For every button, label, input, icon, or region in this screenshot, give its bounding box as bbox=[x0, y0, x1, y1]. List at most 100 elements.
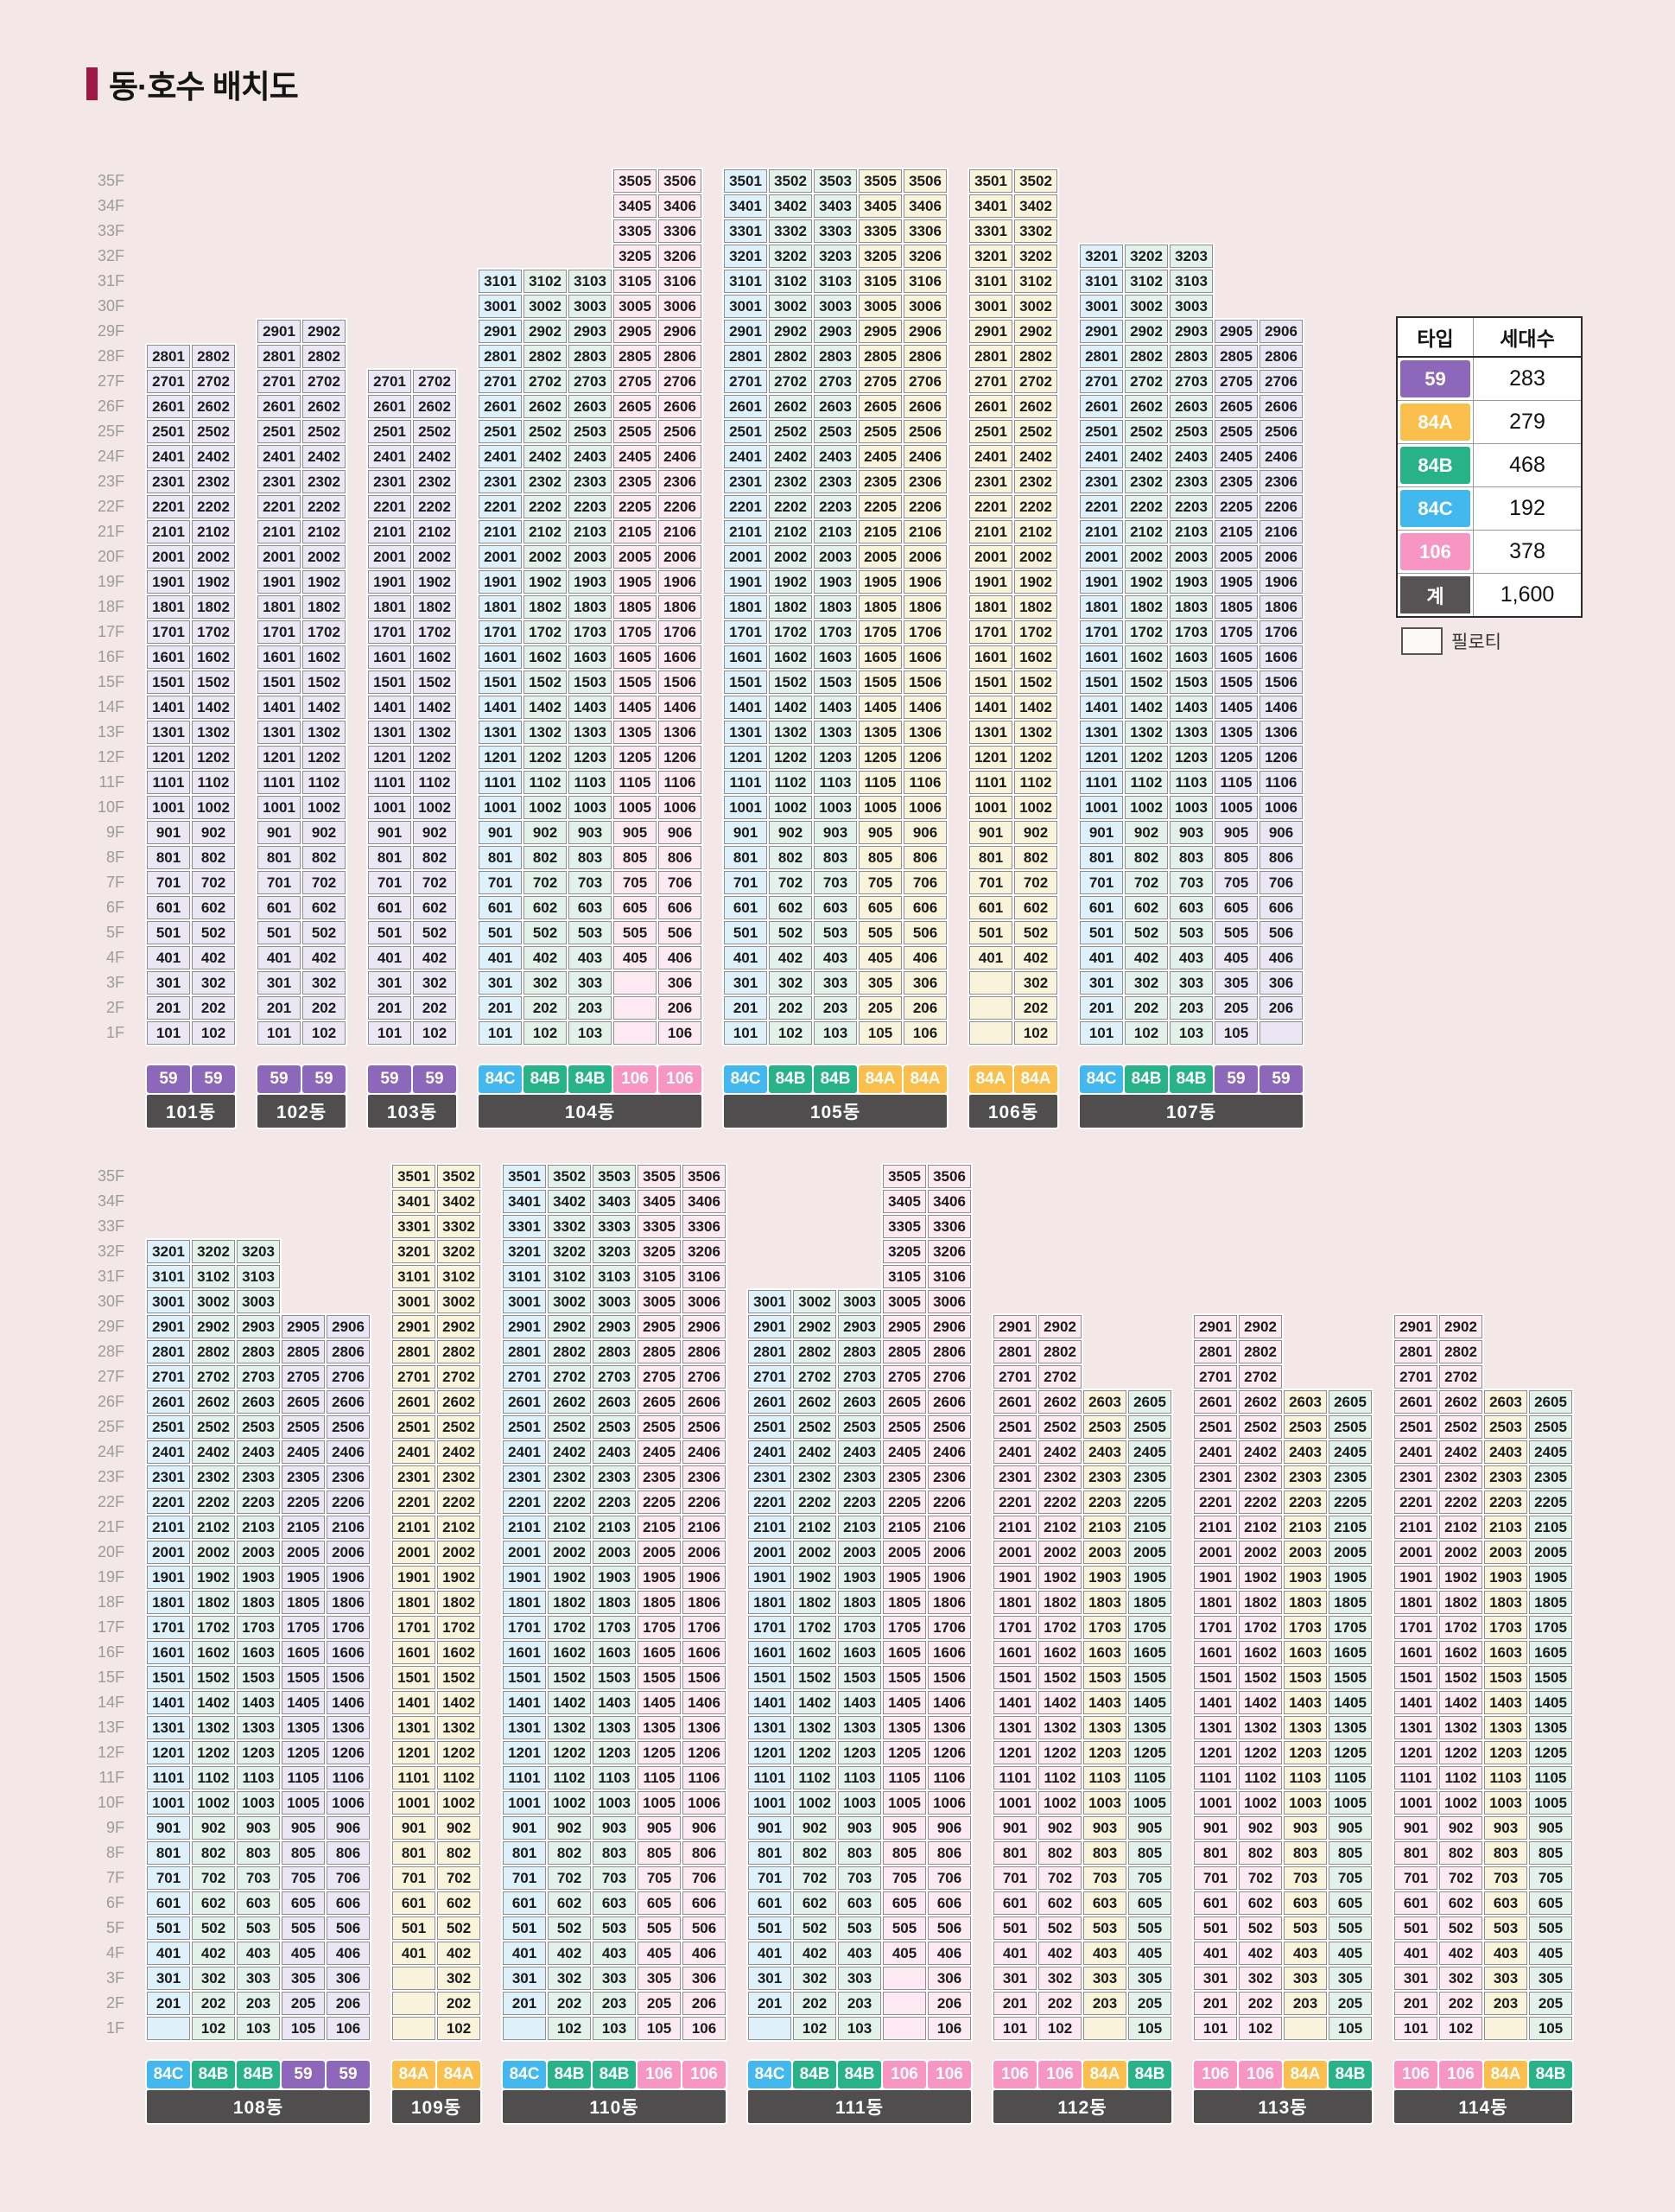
unit-cell: 2003 bbox=[1284, 1541, 1327, 1564]
unit-cell: 3401 bbox=[392, 1190, 435, 1213]
unit-cell: 2206 bbox=[904, 495, 947, 518]
unit-cell: 1905 bbox=[1128, 1566, 1171, 1589]
unit-cell: 1302 bbox=[1125, 721, 1168, 744]
unit-cell: 1205 bbox=[1329, 1741, 1372, 1764]
unit-cell: 1802 bbox=[523, 595, 567, 619]
floor-label: 6F bbox=[105, 899, 124, 916]
unit-cell: 505 bbox=[613, 921, 657, 944]
unit-cell: 1302 bbox=[1439, 1716, 1482, 1739]
unit-cell: 2301 bbox=[147, 1465, 190, 1489]
unit-cell: 303 bbox=[1284, 1967, 1327, 1990]
unit-cell: 1202 bbox=[1125, 746, 1168, 769]
unit-cell: 503 bbox=[1170, 921, 1213, 944]
unit-cell: 1402 bbox=[1239, 1691, 1282, 1714]
unit-cell: 1201 bbox=[147, 1741, 190, 1764]
unit-cell: 1701 bbox=[257, 620, 301, 644]
unit-cell: 202 bbox=[793, 1992, 836, 2015]
unit-cell: 1502 bbox=[192, 1666, 235, 1689]
unit-cell: 2202 bbox=[192, 1491, 235, 1514]
unit-cell: 2603 bbox=[1170, 395, 1213, 418]
unit-cell: 1701 bbox=[993, 1616, 1037, 1639]
unit-cell: 702 bbox=[192, 1866, 235, 1890]
unit-cell: 2406 bbox=[904, 445, 947, 468]
floor-label: 26F bbox=[97, 397, 124, 415]
unit-cell: 2701 bbox=[1080, 370, 1123, 393]
unit-cell: 801 bbox=[147, 1841, 190, 1865]
building-block: 3201 3202 3203 3101 3102 3103 3001 3002 3003 2901… bbox=[1080, 245, 1303, 1128]
unit-cell: 2405 bbox=[1128, 1440, 1171, 1464]
unit-cell: 801 bbox=[748, 1841, 791, 1865]
unit-cell: 1702 bbox=[793, 1616, 836, 1639]
legend-table: 타입 세대수 59 283 84A 279 84B 468 84C 192 106 378 계 1,6… bbox=[1396, 316, 1583, 618]
floor-label: 16F bbox=[97, 648, 124, 665]
unit-cell: 2701 bbox=[724, 370, 767, 393]
unit-layout-section-bottom: 35F 34F 33F 32F 31F 30F 29F 28F 27F 26F 25F 24F 23F 2… bbox=[86, 1165, 1572, 2123]
unit-cell: 602 bbox=[1038, 1891, 1082, 1915]
unit-cell: 3201 bbox=[724, 245, 767, 268]
unit-cell: 702 bbox=[1125, 871, 1168, 894]
unit-cell: 2902 bbox=[302, 320, 346, 343]
unit-cell: 1706 bbox=[1259, 620, 1303, 644]
unit-cell: 502 bbox=[523, 921, 567, 944]
unit-cell: 802 bbox=[413, 846, 456, 869]
unit-cell: 2801 bbox=[257, 345, 301, 368]
building-name-bar: 106동 bbox=[969, 1095, 1057, 1128]
unit-cell: 202 bbox=[1038, 1992, 1082, 2015]
type-segment: 106 bbox=[1239, 2061, 1282, 2088]
unit-cell: 2801 bbox=[748, 1340, 791, 1363]
unit-cell: 1605 bbox=[1215, 645, 1258, 669]
unit-cell: 202 bbox=[769, 996, 812, 1020]
unit-cell: 2702 bbox=[548, 1365, 591, 1389]
unit-cell: 3301 bbox=[969, 219, 1012, 243]
unit-cell: 2001 bbox=[1080, 545, 1123, 569]
unit-cell: 405 bbox=[1215, 946, 1258, 969]
unit-cell: 1503 bbox=[814, 671, 857, 694]
type-segment: 84B bbox=[568, 1065, 612, 1093]
unit-cell: 2401 bbox=[479, 445, 522, 468]
unit-cell: 1603 bbox=[1083, 1641, 1126, 1664]
unit-cell: 301 bbox=[368, 971, 411, 995]
unit-cell: 3502 bbox=[437, 1165, 480, 1188]
unit-cell: 2705 bbox=[859, 370, 902, 393]
piloti-cell bbox=[392, 1967, 435, 1990]
floor-label: 13F bbox=[97, 1719, 124, 1736]
unit-cell: 2102 bbox=[437, 1516, 480, 1539]
unit-cell: 1602 bbox=[1239, 1641, 1282, 1664]
unit-cell: 2803 bbox=[237, 1340, 280, 1363]
unit-cell: 1703 bbox=[838, 1616, 881, 1639]
unit-cell: 1603 bbox=[1284, 1641, 1327, 1664]
type-bar: 59 59 bbox=[147, 1065, 235, 1093]
unit-cell: 403 bbox=[814, 946, 857, 969]
floor-label: 32F bbox=[97, 1243, 124, 1260]
unit-cell: 1702 bbox=[548, 1616, 591, 1639]
unit-cell: 2801 bbox=[503, 1340, 546, 1363]
unit-cell: 2403 bbox=[1484, 1440, 1527, 1464]
unit-cell: 3406 bbox=[658, 194, 701, 218]
unit-cell: 1905 bbox=[613, 570, 657, 594]
unit-cell: 702 bbox=[413, 871, 456, 894]
legend-row: 계 1,600 bbox=[1398, 574, 1581, 616]
unit-cell: 402 bbox=[437, 1942, 480, 1965]
building-block: 3501 3502 3401 3402 3301 3302 3201 3202 3101 3102… bbox=[969, 169, 1057, 1128]
unit-cell: 3202 bbox=[1125, 245, 1168, 268]
unit-cell: 801 bbox=[1080, 846, 1123, 869]
floor-label: 17F bbox=[97, 623, 124, 640]
unit-cell: 2906 bbox=[658, 320, 701, 343]
unit-cell: 2105 bbox=[859, 520, 902, 543]
unit-cell: 1601 bbox=[1394, 1641, 1437, 1664]
unit-cell: 2105 bbox=[282, 1516, 325, 1539]
unit-cell: 803 bbox=[814, 846, 857, 869]
unit-cell: 1405 bbox=[883, 1691, 926, 1714]
unit-cell: 2305 bbox=[1529, 1465, 1572, 1489]
unit-cell: 503 bbox=[814, 921, 857, 944]
unit-cell: 802 bbox=[302, 846, 346, 869]
unit-cell: 2801 bbox=[993, 1340, 1037, 1363]
building-grid: 2801 2802 2701 2702 2601 2602 2501 2502 2401 2402… bbox=[147, 345, 235, 1045]
unit-cell: 2202 bbox=[1125, 495, 1168, 518]
unit-cell: 702 bbox=[1038, 1866, 1082, 1890]
unit-cell: 2205 bbox=[282, 1491, 325, 1514]
unit-cell: 802 bbox=[523, 846, 567, 869]
floor-label: 32F bbox=[97, 247, 124, 264]
unit-cell: 1402 bbox=[548, 1691, 591, 1714]
unit-cell: 1406 bbox=[904, 696, 947, 719]
